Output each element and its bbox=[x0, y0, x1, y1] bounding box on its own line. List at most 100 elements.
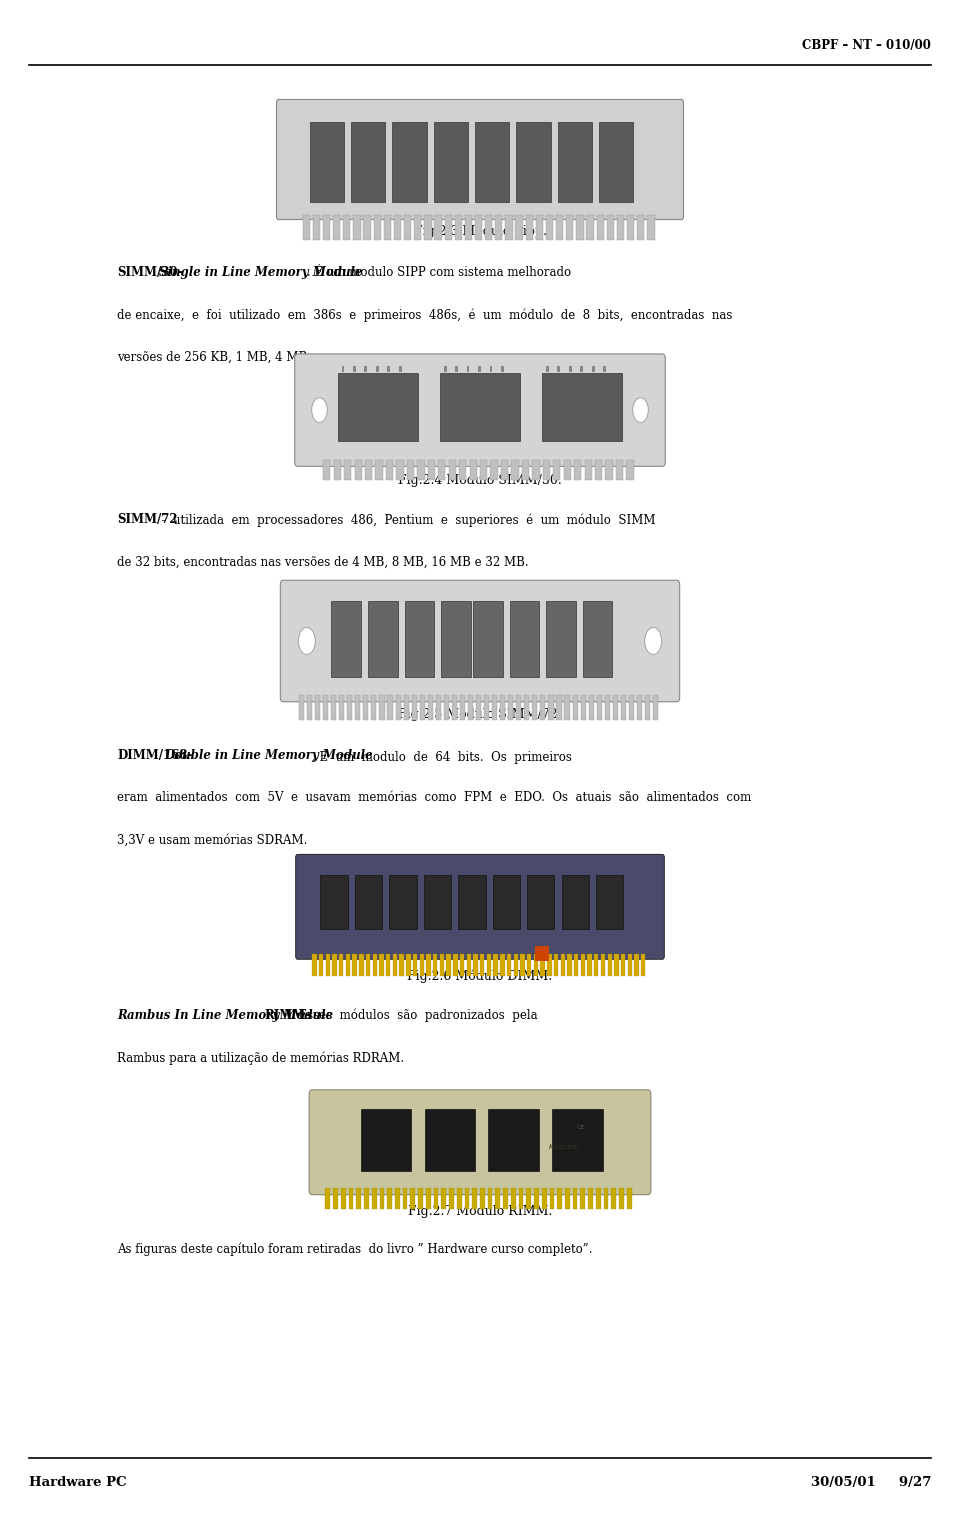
Bar bbox=[501, 460, 508, 480]
Bar bbox=[532, 696, 538, 720]
Bar bbox=[365, 460, 372, 480]
FancyBboxPatch shape bbox=[280, 580, 680, 702]
Bar bbox=[564, 460, 571, 480]
Text: de 32 bits, encontradas nas versões de 4 MB, 8 MB, 16 MB e 32 MB.: de 32 bits, encontradas nas versões de 4… bbox=[117, 556, 529, 570]
FancyBboxPatch shape bbox=[296, 854, 664, 960]
Bar bbox=[475, 122, 509, 202]
Bar bbox=[574, 460, 582, 480]
Bar bbox=[573, 1188, 578, 1209]
Bar bbox=[540, 696, 545, 720]
Bar bbox=[596, 1188, 601, 1209]
Bar bbox=[368, 600, 397, 677]
Bar bbox=[628, 954, 632, 975]
Bar bbox=[398, 366, 401, 372]
Bar bbox=[558, 122, 592, 202]
Bar bbox=[532, 460, 540, 480]
Bar bbox=[313, 216, 320, 240]
Bar bbox=[485, 216, 492, 240]
Bar bbox=[522, 460, 529, 480]
Bar bbox=[597, 696, 602, 720]
FancyBboxPatch shape bbox=[295, 354, 665, 466]
Bar bbox=[467, 366, 469, 372]
Text: Single in Line Memory Module: Single in Line Memory Module bbox=[159, 266, 363, 279]
Bar bbox=[353, 216, 361, 240]
Bar bbox=[393, 954, 397, 975]
Bar bbox=[492, 696, 497, 720]
Bar bbox=[355, 696, 360, 720]
Circle shape bbox=[645, 627, 661, 655]
Bar bbox=[472, 1188, 477, 1209]
Bar bbox=[527, 875, 555, 930]
Bar bbox=[501, 366, 504, 372]
Bar bbox=[375, 460, 383, 480]
Bar bbox=[564, 696, 569, 720]
Bar bbox=[604, 1188, 609, 1209]
Bar bbox=[344, 460, 351, 480]
Bar bbox=[596, 875, 623, 930]
Bar bbox=[605, 696, 610, 720]
Bar bbox=[572, 696, 578, 720]
Bar bbox=[372, 954, 377, 975]
Bar bbox=[507, 954, 512, 975]
Bar bbox=[647, 216, 655, 240]
Bar bbox=[588, 954, 591, 975]
Bar bbox=[339, 696, 345, 720]
Bar bbox=[567, 954, 571, 975]
Bar bbox=[442, 600, 470, 677]
Bar bbox=[546, 216, 553, 240]
Bar bbox=[379, 1188, 384, 1209]
Bar bbox=[511, 1188, 516, 1209]
Bar bbox=[444, 696, 449, 720]
Bar bbox=[468, 696, 473, 720]
Bar bbox=[455, 216, 462, 240]
Bar bbox=[520, 954, 525, 975]
Bar bbox=[608, 954, 612, 975]
Text: versões de 256 KB, 1 MB, 4 MB.: versões de 256 KB, 1 MB, 4 MB. bbox=[117, 351, 311, 365]
Bar bbox=[312, 954, 317, 975]
Text: SIMM/72: SIMM/72 bbox=[117, 513, 178, 527]
Bar bbox=[446, 954, 451, 975]
Text: Fig.2.4 Módulo SIMM/30.: Fig.2.4 Módulo SIMM/30. bbox=[398, 474, 562, 488]
Bar bbox=[574, 954, 578, 975]
Bar bbox=[411, 1188, 415, 1209]
Text: As figuras deste capítulo foram retiradas  do livro ” Hardware curso completo”.: As figuras deste capítulo foram retirada… bbox=[117, 1243, 592, 1256]
Bar bbox=[541, 1188, 546, 1209]
Bar bbox=[581, 1188, 586, 1209]
Bar bbox=[534, 1188, 539, 1209]
Bar bbox=[333, 460, 341, 480]
Bar bbox=[434, 122, 468, 202]
Bar bbox=[653, 696, 659, 720]
Bar bbox=[489, 1109, 539, 1171]
Bar bbox=[636, 696, 642, 720]
Bar bbox=[455, 366, 458, 372]
Bar bbox=[576, 216, 584, 240]
Text: Rambus In Line Memory Module: Rambus In Line Memory Module bbox=[117, 1009, 333, 1022]
Bar bbox=[500, 954, 505, 975]
Bar bbox=[480, 954, 485, 975]
Bar bbox=[557, 696, 562, 720]
Bar bbox=[627, 216, 635, 240]
Bar bbox=[607, 216, 614, 240]
Bar bbox=[562, 875, 588, 930]
Text: RIMM-: RIMM- bbox=[265, 1009, 311, 1022]
Text: Fig.2.6 Módulo DIMM.: Fig.2.6 Módulo DIMM. bbox=[407, 969, 553, 983]
Bar bbox=[452, 696, 457, 720]
Bar bbox=[426, 1188, 431, 1209]
Text: . Esses  módulos  são  padronizados  pela: . Esses módulos são padronizados pela bbox=[292, 1009, 538, 1022]
Bar bbox=[588, 696, 593, 720]
Bar bbox=[627, 460, 634, 480]
Bar bbox=[355, 875, 382, 930]
Bar bbox=[324, 696, 328, 720]
Text: Kingston: Kingston bbox=[548, 1144, 580, 1150]
Bar bbox=[465, 1188, 469, 1209]
Bar bbox=[333, 1188, 338, 1209]
Bar bbox=[420, 696, 424, 720]
Bar bbox=[440, 374, 520, 441]
Bar bbox=[331, 696, 336, 720]
Bar bbox=[342, 366, 345, 372]
Bar bbox=[386, 954, 391, 975]
Bar bbox=[561, 954, 564, 975]
Bar bbox=[505, 216, 513, 240]
Bar bbox=[540, 954, 544, 975]
Bar bbox=[516, 696, 521, 720]
